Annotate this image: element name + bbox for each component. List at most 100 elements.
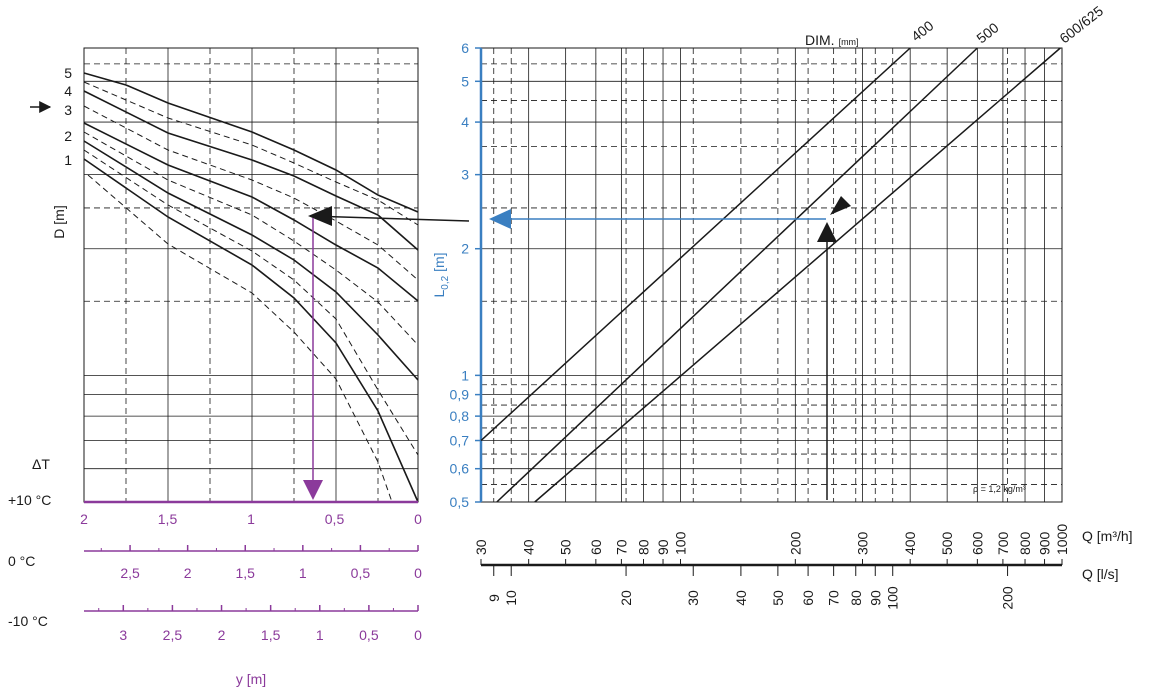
- y-tick-label: 6: [461, 40, 469, 56]
- q-m3h-tick-label: 300: [855, 531, 871, 555]
- temp-scale-tick-label: 1,5: [261, 627, 281, 643]
- temp-scale-tick-label: 0: [414, 511, 422, 527]
- left-y-tick-label: 3: [64, 102, 72, 118]
- q-ls-tick-label: 200: [1000, 586, 1016, 610]
- dim-line-label: 400: [908, 17, 936, 44]
- q-m3h-tick-label: 800: [1017, 531, 1033, 555]
- throw-curve-intermediate: [83, 131, 419, 346]
- throw-curve-intermediate: [87, 174, 393, 503]
- temp-scale-tick-label: 0,5: [359, 627, 379, 643]
- y-tick-label: 0,9: [450, 387, 470, 403]
- throw-curves: [83, 72, 419, 503]
- temp-scale-tick-label: 2,5: [163, 627, 183, 643]
- throw-curve-intermediate: [83, 149, 419, 456]
- left-y-tick-label: 1: [64, 152, 72, 168]
- temp-scale-tick-label: 2,5: [120, 565, 140, 581]
- temp-scale-tick-label: 1: [299, 565, 307, 581]
- y-tick-label: 4: [461, 114, 469, 130]
- q-m3h-tick-label: 200: [787, 531, 803, 555]
- example-dim-arrowhead: [830, 196, 851, 215]
- left-y-tick-label: 5: [64, 65, 72, 81]
- y-tick-label: 0,5: [450, 494, 470, 510]
- left-y-tick-label: 4: [64, 83, 72, 99]
- dim-line-label: 500: [973, 19, 1001, 46]
- y-tick-label: 0,7: [450, 433, 470, 449]
- q-m3h-tick-label: 500: [939, 531, 955, 555]
- temperature-scales: +10 °C 2 1,5 1 0,5 0 0 °C 2,5 2 1,5 1 0,5 0 -10 °C 3 2,…: [8, 492, 422, 643]
- q-ls-tick-label: 100: [885, 586, 901, 610]
- delta-t-label: ΔT: [32, 456, 50, 472]
- dimension-lines: 400 500 600/625: [480, 2, 1106, 503]
- q-axes: 30 40 50 60 70 80 90 100 200 300 400 500 600 700 800 90…: [473, 524, 1070, 610]
- temp-scale-tick-label: 0,5: [351, 565, 371, 581]
- right-grid: [480, 47, 1063, 503]
- q-ls-tick-label: 70: [826, 590, 842, 606]
- temp-scale-label: -10 °C: [8, 613, 48, 629]
- q-m3h-tick-label: 400: [902, 531, 918, 555]
- temp-scale-tick-label: 0: [414, 565, 422, 581]
- temp-scale-label: 0 °C: [8, 553, 35, 569]
- q-m3h-tick-label: 600: [969, 531, 985, 555]
- throw-curve-5: [83, 72, 419, 213]
- q-m3h-tick-label: 70: [613, 539, 629, 555]
- q-m3h-tick-label: 900: [1037, 531, 1053, 555]
- q-ls-tick-label: 80: [848, 590, 864, 606]
- q-m3h-tick-label: 80: [636, 539, 652, 555]
- q-ls-tick-label: 30: [685, 590, 701, 606]
- y-tick-label: 1: [461, 367, 469, 383]
- q-ls-tick-label: 50: [770, 590, 786, 606]
- temp-scale-label: +10 °C: [8, 492, 51, 508]
- temp-scale-tick-label: 1,5: [158, 511, 178, 527]
- temp-scale-tick-label: 0: [414, 627, 422, 643]
- example-l-arrowhead: [489, 209, 511, 229]
- temp-scale-tick-label: 3: [119, 627, 127, 643]
- y-axis-title: y [m]: [236, 671, 266, 687]
- temp-scale-tick-label: 1,5: [236, 565, 256, 581]
- q-ls-tick-label: 40: [733, 590, 749, 606]
- example-drop-arrowhead: [303, 480, 323, 500]
- left-y-tick-labels: 1 2 3 4 5: [64, 65, 72, 168]
- q-m3h-axis-label: Q [m³/h]: [1082, 528, 1133, 544]
- left-y-tick-label: 2: [64, 128, 72, 144]
- q-ls-tick-label: 9: [486, 594, 502, 602]
- throw-curve-intermediate: [83, 105, 419, 281]
- y-tick-label: 3: [461, 167, 469, 183]
- right-y-axis-label: L0,2 [m]: [431, 252, 451, 297]
- q-m3h-tick-label: 50: [558, 539, 574, 555]
- temp-scale-tick-label: 1: [316, 627, 324, 643]
- example-leader-arrowhead: [308, 206, 332, 226]
- dim-line-label: 600/625: [1056, 2, 1106, 46]
- q-m3h-tick-label: 1000: [1054, 524, 1070, 555]
- temp-scale-tick-label: 2: [218, 627, 226, 643]
- throw-curve-3: [83, 122, 419, 302]
- y-tick-label: 2: [461, 241, 469, 257]
- q-m3h-tick-label: 90: [655, 539, 671, 555]
- q-m3h-tick-label: 60: [588, 539, 604, 555]
- q-ls-tick-label: 10: [503, 590, 519, 606]
- temp-scale-tick-label: 0,5: [325, 511, 345, 527]
- throw-curve-intermediate: [83, 81, 419, 226]
- dim-line-400: [480, 47, 911, 442]
- temp-scale-tick-label: 2: [80, 511, 88, 527]
- throw-curve-2: [83, 140, 419, 381]
- dim-line-500: [496, 47, 978, 503]
- q-m3h-tick-label: 100: [672, 531, 688, 555]
- q-m3h-tick-label: 30: [473, 539, 489, 555]
- temp-scale-tick-label: 2: [184, 565, 192, 581]
- throw-curve-4: [83, 90, 419, 251]
- q-ls-tick-label: 90: [867, 590, 883, 606]
- right-y-tick-labels: 0,5 0,6 0,7 0,8 0,9 1 2 3 4 5 6: [450, 40, 481, 510]
- q-ls-tick-label: 60: [800, 590, 816, 606]
- left-y-axis-label: D [m]: [51, 205, 67, 238]
- dim-label: DIM. [mm]: [805, 32, 859, 48]
- q-m3h-tick-label: 700: [995, 531, 1011, 555]
- y-tick-label: 0,6: [450, 461, 470, 477]
- dim-line-600-625: [534, 47, 1061, 503]
- q-m3h-tick-label: 40: [521, 539, 537, 555]
- example-up-arrowhead: [817, 222, 837, 242]
- density-label: ρ = 1,2 kg/m³: [973, 484, 1026, 494]
- y-tick-label: 5: [461, 73, 469, 89]
- temp-scale-tick-label: 1: [247, 511, 255, 527]
- q-ls-tick-label: 20: [618, 590, 634, 606]
